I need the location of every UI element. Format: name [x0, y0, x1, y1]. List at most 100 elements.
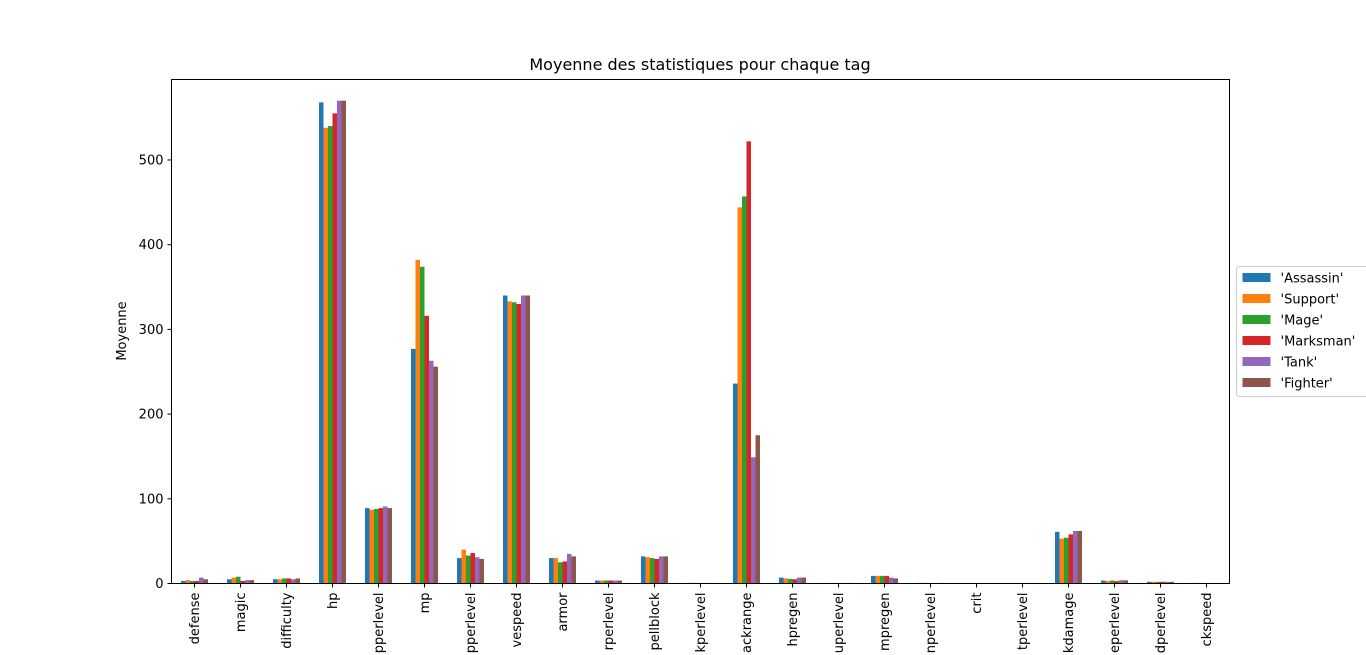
bar-5-19 [1077, 530, 1082, 584]
legend-swatch-1 [1242, 294, 1271, 303]
bar-3-19 [1068, 534, 1073, 584]
x-tick-label-17: crit [970, 593, 985, 614]
bar-3-4 [378, 508, 383, 584]
bar-4-21 [1165, 581, 1170, 584]
bar-1-9 [599, 580, 604, 584]
x-tick-label-13: hpregen [786, 593, 801, 647]
x-tick-label-2: difficulty [280, 592, 295, 649]
bar-3-9 [608, 580, 613, 584]
bar-5-1 [249, 580, 254, 584]
bar-4-10 [659, 556, 664, 584]
x-tick-label-19: kdamage [1062, 593, 1077, 654]
x-tick-label-0: defense [188, 593, 203, 645]
bar-0-2 [273, 579, 278, 584]
x-tick-label-6: pperlevel [464, 593, 479, 654]
bar-3-8 [562, 561, 567, 584]
x-tick-label-10: pellblock [648, 592, 663, 650]
bar-5-10 [663, 556, 668, 584]
legend-swatch-4 [1242, 357, 1271, 366]
x-tick-label-14: uperlevel [832, 593, 847, 654]
bar-4-3 [337, 100, 342, 584]
bar-1-1 [231, 577, 236, 584]
bar-0-21 [1147, 581, 1152, 584]
bar-3-21 [1160, 581, 1165, 584]
x-tick-label-9: rperlevel [602, 593, 617, 651]
bar-5-0 [203, 579, 208, 584]
bar-5-13 [801, 577, 806, 584]
x-tick-label-7: vespeed [510, 593, 525, 648]
bar-3-7 [516, 303, 521, 584]
bar-4-6 [475, 557, 480, 584]
legend-swatch-5 [1242, 378, 1271, 387]
y-tick-label-5: 500 [139, 153, 164, 168]
bar-5-4 [387, 508, 392, 584]
y-tick-label-0: 0 [155, 577, 163, 592]
x-axis: defense magic difficulty hp pperlevel mp pperl… [188, 583, 1215, 654]
bar-2-5 [420, 266, 425, 584]
bar-3-15 [884, 575, 889, 584]
bar-3-1 [240, 580, 245, 584]
legend: 'Assassin' 'Support' 'Mage' 'Marksman' 'Tank… [1236, 266, 1366, 397]
bar-4-4 [383, 506, 388, 584]
bar-0-7 [503, 295, 508, 584]
bar-4-7 [521, 295, 526, 584]
bar-5-21 [1169, 581, 1174, 584]
bar-0-12 [733, 383, 738, 584]
bar-4-13 [797, 577, 802, 584]
legend-label-4: 'Tank' [1281, 356, 1318, 371]
bar-3-6 [470, 553, 475, 584]
bar-5-3 [341, 100, 346, 584]
legend-label-5: 'Fighter' [1281, 377, 1333, 392]
x-tick-label-21: dperlevel [1154, 593, 1169, 654]
bar-1-5 [415, 259, 420, 584]
bar-5-9 [617, 580, 622, 584]
bar-2-6 [466, 555, 471, 584]
bar-2-7 [512, 302, 517, 584]
bar-0-9 [595, 580, 600, 584]
bar-5-15 [893, 578, 898, 584]
bar-1-12 [737, 207, 742, 584]
bar-3-10 [654, 558, 659, 584]
bar-5-7 [525, 295, 530, 584]
bar-1-2 [277, 579, 282, 584]
bar-1-19 [1059, 538, 1064, 584]
legend-swatch-3 [1242, 336, 1271, 345]
bar-1-21 [1151, 581, 1156, 584]
bar-3-20 [1114, 581, 1119, 584]
x-tick-label-12: ackrange [740, 593, 755, 653]
legend-label-2: 'Mage' [1281, 314, 1324, 329]
legend-label-1: 'Support' [1281, 293, 1340, 308]
bar-0-3 [319, 102, 324, 584]
bar-1-3 [323, 127, 328, 584]
bar-2-8 [558, 562, 563, 584]
bar-5-8 [571, 556, 576, 584]
bar-4-2 [291, 579, 296, 584]
bar-1-6 [461, 549, 466, 584]
bar-0-15 [871, 575, 876, 584]
y-tick-label-3: 300 [139, 323, 164, 338]
bar-1-10 [645, 557, 650, 584]
x-tick-label-1: magic [234, 593, 249, 633]
legend-label-3: 'Marksman' [1281, 335, 1356, 350]
bar-4-8 [567, 553, 572, 584]
legend-label-0: 'Assassin' [1281, 272, 1344, 287]
bar-1-4 [369, 509, 374, 584]
x-tick-label-4: pperlevel [372, 593, 387, 654]
bar-3-0 [194, 580, 199, 584]
bar-0-10 [641, 556, 646, 584]
bar-3-5 [424, 315, 429, 584]
bar-2-13 [788, 578, 793, 584]
x-tick-label-11: kperlevel [694, 593, 709, 653]
plot-frame [171, 79, 1230, 584]
bar-4-15 [889, 577, 894, 584]
bar-2-0 [190, 580, 195, 584]
bar-2-15 [880, 575, 885, 584]
bar-0-13 [779, 577, 784, 584]
x-tick-label-16: nperlevel [924, 593, 939, 654]
x-tick-label-18: tperlevel [1016, 593, 1031, 651]
bar-4-1 [245, 580, 250, 584]
bar-1-15 [875, 575, 880, 584]
bar-0-6 [457, 558, 462, 584]
bar-0-5 [411, 348, 416, 584]
